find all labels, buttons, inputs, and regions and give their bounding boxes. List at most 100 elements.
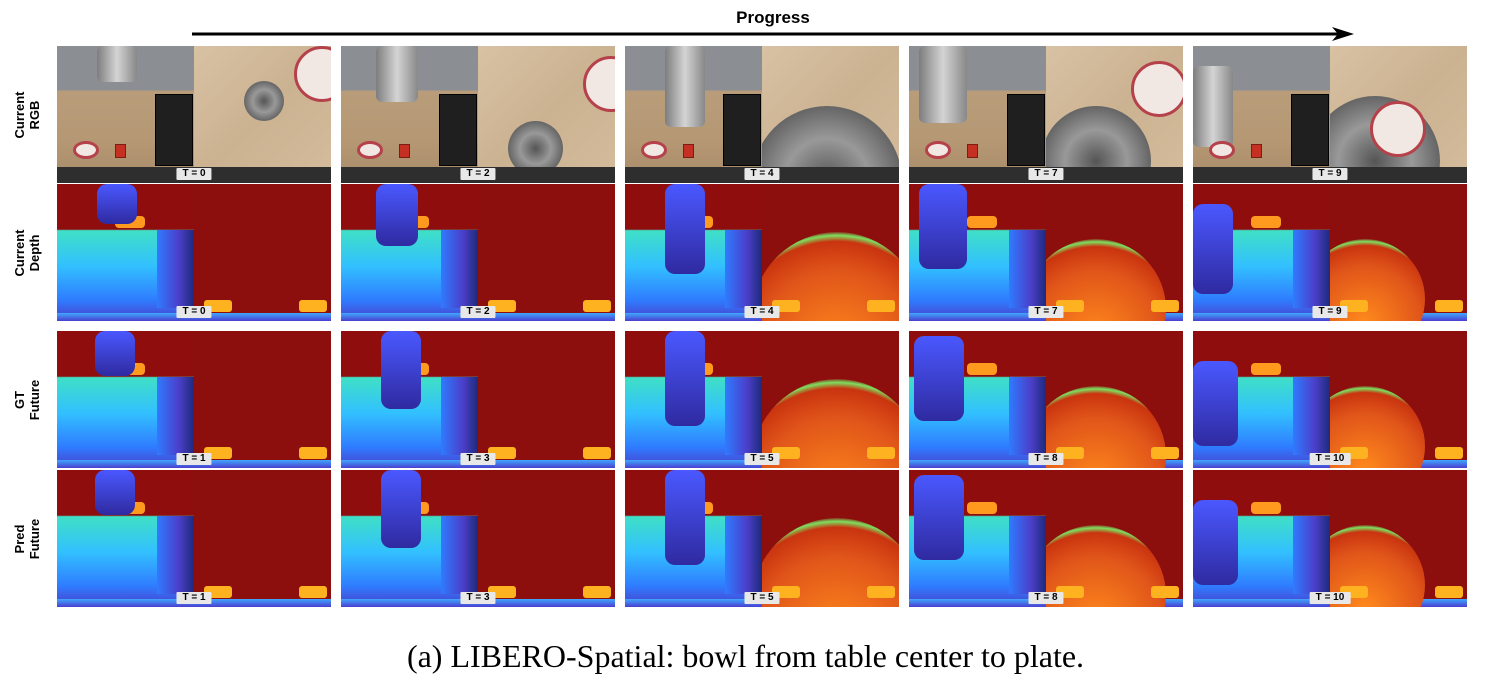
agent-view-depth bbox=[341, 470, 478, 607]
robot-arm-depth bbox=[665, 470, 705, 565]
agent-view-depth bbox=[341, 184, 478, 321]
row-label-line2: RGB bbox=[27, 100, 42, 129]
row-label-pred-future: Pred Future bbox=[0, 470, 54, 607]
robot-arm bbox=[376, 46, 418, 102]
wrist-view-rgb bbox=[1046, 46, 1183, 183]
frame-tile: T = 7 bbox=[909, 184, 1183, 321]
cabinet-depth bbox=[441, 377, 478, 455]
row-label-line1: Pred bbox=[12, 524, 27, 553]
table-edge bbox=[341, 167, 478, 183]
timestep-badge: T = 0 bbox=[176, 168, 212, 180]
gripper-finger-depth bbox=[299, 300, 327, 312]
robot-arm-depth bbox=[914, 336, 964, 421]
frame-tile: T = 9 bbox=[1193, 184, 1467, 321]
figure-caption: (a) LIBERO-Spatial: bowl from table cent… bbox=[406, 638, 1085, 674]
agent-view-depth bbox=[57, 331, 194, 468]
wrist-view-depth bbox=[1330, 184, 1467, 321]
wrist-view-depth bbox=[478, 331, 615, 468]
drawer-cabinet bbox=[1291, 94, 1329, 166]
cookie-box bbox=[399, 144, 410, 158]
robot-arm-depth bbox=[919, 184, 967, 269]
wrist-view-depth bbox=[478, 184, 615, 321]
drawer-cabinet bbox=[723, 94, 761, 166]
agent-view-depth bbox=[1193, 470, 1330, 607]
frame-tile: T = 9 bbox=[1193, 46, 1467, 183]
depth-floor-strip bbox=[909, 313, 1046, 321]
cabinet-depth bbox=[157, 516, 194, 594]
frame-tile: T = 7 bbox=[909, 46, 1183, 183]
timestep-badge: T = 0 bbox=[176, 306, 212, 318]
timestep-badge: T = 8 bbox=[1028, 592, 1064, 604]
frame-tile: T = 4 bbox=[625, 184, 899, 321]
cabinet-depth bbox=[725, 516, 762, 594]
row-label-line2: Depth bbox=[27, 234, 42, 271]
robot-arm bbox=[665, 46, 705, 127]
cabinet-depth bbox=[1009, 230, 1046, 308]
depth-floor-strip bbox=[194, 460, 331, 468]
wrist-view-depth bbox=[762, 184, 899, 321]
depth-floor-strip bbox=[625, 599, 762, 607]
gripper-base bbox=[1046, 167, 1183, 183]
wrist-view-rgb bbox=[762, 46, 899, 183]
plate bbox=[73, 141, 99, 159]
timestep-badge: T = 1 bbox=[176, 453, 212, 465]
frame-tile: T = 0 bbox=[57, 46, 331, 183]
depth-floor-strip bbox=[341, 460, 478, 468]
agent-view-depth bbox=[1193, 331, 1330, 468]
gripper-finger-depth bbox=[299, 586, 327, 598]
gripper-base bbox=[1330, 167, 1467, 183]
agent-view-depth bbox=[341, 331, 478, 468]
timestep-badge: T = 9 bbox=[1312, 168, 1348, 180]
depth-floor-strip bbox=[909, 599, 1046, 607]
plate bbox=[1209, 141, 1235, 159]
frame-tile: T = 5 bbox=[625, 470, 899, 607]
frame-tile: T = 3 bbox=[341, 331, 615, 468]
cabinet-depth bbox=[1293, 230, 1330, 308]
table-edge bbox=[57, 167, 194, 183]
agent-view-rgb bbox=[57, 46, 194, 183]
gripper-finger-depth bbox=[583, 447, 611, 459]
agent-view-depth bbox=[625, 331, 762, 468]
cabinet-depth bbox=[1293, 377, 1330, 455]
frame-tile: T = 3 bbox=[341, 470, 615, 607]
gripper-base bbox=[478, 167, 615, 183]
frame-tile: T = 1 bbox=[57, 331, 331, 468]
frame-tile: T = 5 bbox=[625, 331, 899, 468]
gripper-finger-depth bbox=[1435, 300, 1463, 312]
progress-label: Progress bbox=[736, 8, 810, 27]
robot-arm-depth bbox=[1193, 500, 1238, 585]
depth-floor-strip bbox=[478, 599, 615, 607]
wrist-view-rgb bbox=[1330, 46, 1467, 183]
depth-floor-strip bbox=[478, 313, 615, 321]
depth-floor-strip bbox=[1193, 313, 1330, 321]
gripper-finger-depth bbox=[867, 447, 895, 459]
progress-arrow-icon bbox=[192, 27, 1354, 41]
cookie-box bbox=[683, 144, 694, 158]
agent-view-depth bbox=[625, 470, 762, 607]
cabinet-depth bbox=[441, 230, 478, 308]
frame-tile: T = 4 bbox=[625, 46, 899, 183]
table-edge bbox=[1193, 167, 1330, 183]
timestep-badge: T = 5 bbox=[744, 453, 780, 465]
timestep-badge: T = 4 bbox=[744, 168, 780, 180]
drawer-knob-depth bbox=[1251, 216, 1281, 228]
plate bbox=[1370, 101, 1426, 157]
depth-floor-strip bbox=[57, 599, 194, 607]
robot-arm-depth bbox=[665, 184, 705, 274]
wrist-view-depth bbox=[194, 470, 331, 607]
row-label-line1: GT bbox=[12, 390, 27, 409]
row-label-current-depth: Current Depth bbox=[0, 184, 54, 321]
cabinet-depth bbox=[157, 230, 194, 308]
robot-arm-depth bbox=[381, 470, 421, 548]
agent-view-depth bbox=[909, 184, 1046, 321]
timestep-badge: T = 2 bbox=[460, 306, 496, 318]
timestep-badge: T = 7 bbox=[1028, 306, 1064, 318]
gripper-finger-depth bbox=[583, 586, 611, 598]
row-label-line1: Current bbox=[12, 229, 27, 276]
drawer-knob-depth bbox=[1251, 363, 1281, 375]
depth-floor-strip bbox=[909, 460, 1046, 468]
robot-arm bbox=[919, 46, 967, 123]
robot-arm-depth bbox=[1193, 361, 1238, 446]
plate bbox=[1131, 61, 1183, 117]
frame-tile: T = 1 bbox=[57, 470, 331, 607]
